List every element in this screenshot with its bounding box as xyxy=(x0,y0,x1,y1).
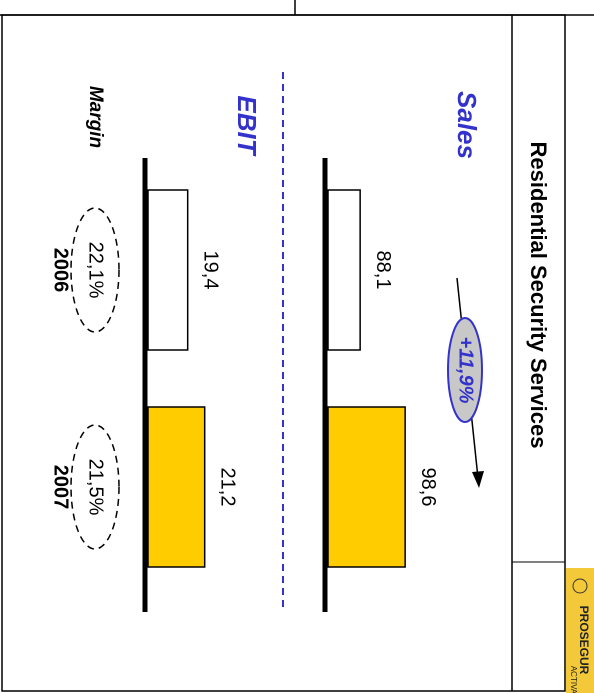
logo-box xyxy=(566,568,594,693)
value-label: 21,2 xyxy=(216,468,238,507)
x-tick-label: 2006 xyxy=(50,248,72,293)
margin-label: Margin xyxy=(85,86,106,148)
value-label: 88,1 xyxy=(372,251,394,290)
bar xyxy=(327,406,406,568)
panel-name: EBIT xyxy=(232,95,262,156)
logo-name: PROSEGUR xyxy=(577,606,591,675)
bar xyxy=(147,189,189,351)
value-label: 19,4 xyxy=(199,251,221,290)
growth-ellipse xyxy=(447,317,483,423)
bar xyxy=(147,406,206,568)
bar xyxy=(327,189,361,351)
growth-label: +11,9% xyxy=(455,337,477,404)
frame xyxy=(1,14,566,692)
logo-sub: ACTIVA xyxy=(569,666,578,693)
x-tick-label: 2007 xyxy=(50,465,72,510)
growth-arrowhead xyxy=(472,471,484,488)
chart-title: Residential Security Services xyxy=(526,142,551,449)
margin-value: 22,1% xyxy=(85,242,107,299)
panel-name: Sales xyxy=(452,91,482,159)
margin-value: 21,5% xyxy=(85,459,107,516)
margin-ellipse xyxy=(70,207,120,333)
margin-ellipse xyxy=(70,424,120,550)
value-label: 98,6 xyxy=(417,468,439,507)
logo-icon xyxy=(572,578,588,594)
